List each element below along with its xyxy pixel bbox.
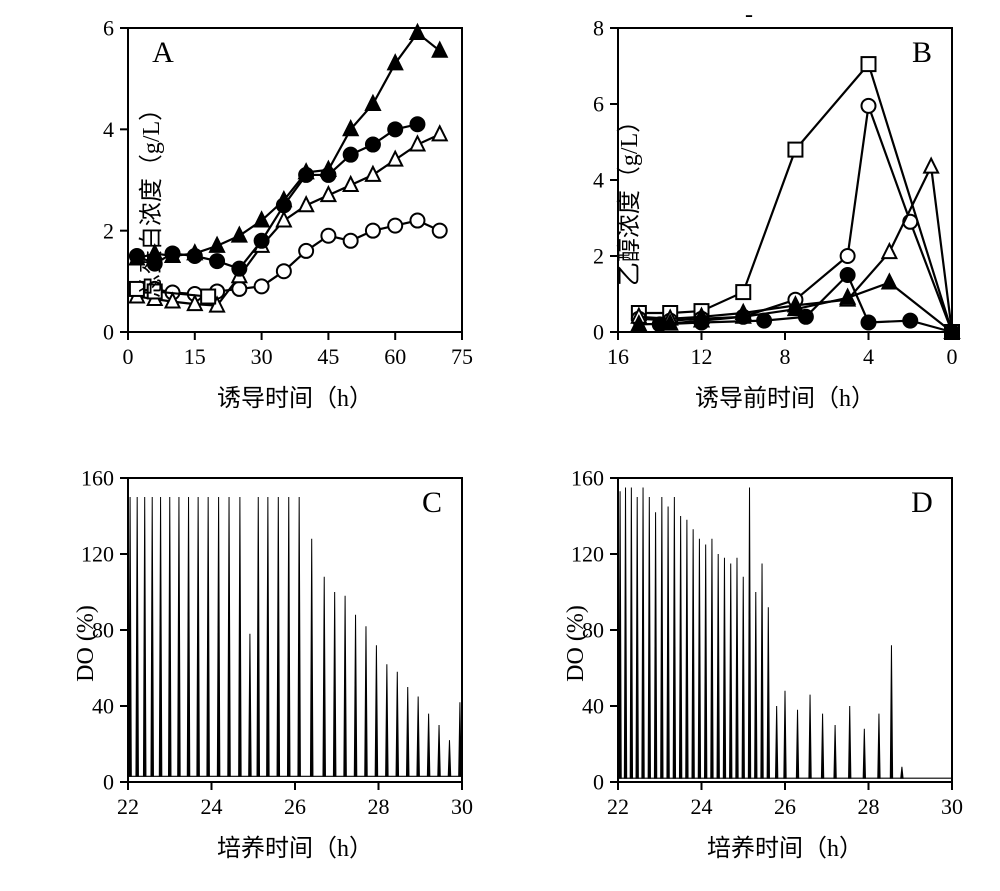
panel-C: 222426283004080120160C [120,470,470,795]
xtick-label: 75 [451,344,473,369]
xtick-label: 28 [368,794,390,819]
x-axis-label: 培养时间（h） [217,828,373,863]
panel-tag: D [911,486,933,519]
ytick-label: 40 [582,694,604,719]
xtick-label: 45 [317,344,339,369]
xtick-label: 24 [691,794,713,819]
y-axis-label: DO (%) [73,605,100,682]
ytick-label: 120 [81,542,114,567]
y-axis-label: DO (%) [563,605,590,682]
xtick-label: 30 [251,344,273,369]
ytick-label: 160 [571,466,604,491]
xtick-label: 22 [117,794,139,819]
x-axis-label: 诱导时间（h） [217,378,373,413]
figure-root: 015304560750246A诱导时间（h）总蛋白浓度（g/L）1612840… [0,0,1000,891]
xtick-label: 22 [607,794,629,819]
xtick-label: 0 [947,344,958,369]
ytick-label: 160 [81,466,114,491]
ytick-label: 4 [103,117,114,142]
x-axis-label: 诱导前时间（h） [695,378,875,413]
ytick-label: 2 [593,244,604,269]
svg-text:‑: ‑ [745,2,753,28]
panel-tag: A [152,36,174,69]
ytick-label: 2 [103,218,114,243]
ytick-label: 0 [103,770,114,795]
ytick-label: 0 [593,770,604,795]
xtick-label: 4 [863,344,874,369]
y-axis-label: 乙醇浓度（g/L） [609,109,644,286]
y-axis-label: 总蛋白浓度（g/L） [131,97,166,298]
xtick-label: 12 [691,344,713,369]
xtick-label: 8 [780,344,791,369]
ytick-label: 8 [593,16,604,41]
ytick-label: 6 [593,92,604,117]
ytick-label: 6 [103,16,114,41]
xtick-label: 26 [284,794,306,819]
ytick-label: 120 [571,542,604,567]
ytick-label: 0 [103,320,114,345]
panel-tag: C [422,486,442,519]
panel-tag: B [912,36,932,69]
xtick-label: 24 [201,794,223,819]
ytick-label: 0 [593,320,604,345]
xtick-label: 16 [607,344,629,369]
panel-B: 161284002468B‑ [610,20,960,345]
xtick-label: 28 [858,794,880,819]
xtick-label: 30 [941,794,963,819]
xtick-label: 15 [184,344,206,369]
xtick-label: 30 [451,794,473,819]
panel-D: 222426283004080120160D [610,470,960,795]
ytick-label: 40 [92,694,114,719]
xtick-label: 26 [774,794,796,819]
x-axis-label: 培养时间（h） [707,828,863,863]
xtick-label: 60 [384,344,406,369]
xtick-label: 0 [123,344,134,369]
panel-A: 015304560750246A [120,20,470,345]
ytick-label: 4 [593,168,604,193]
